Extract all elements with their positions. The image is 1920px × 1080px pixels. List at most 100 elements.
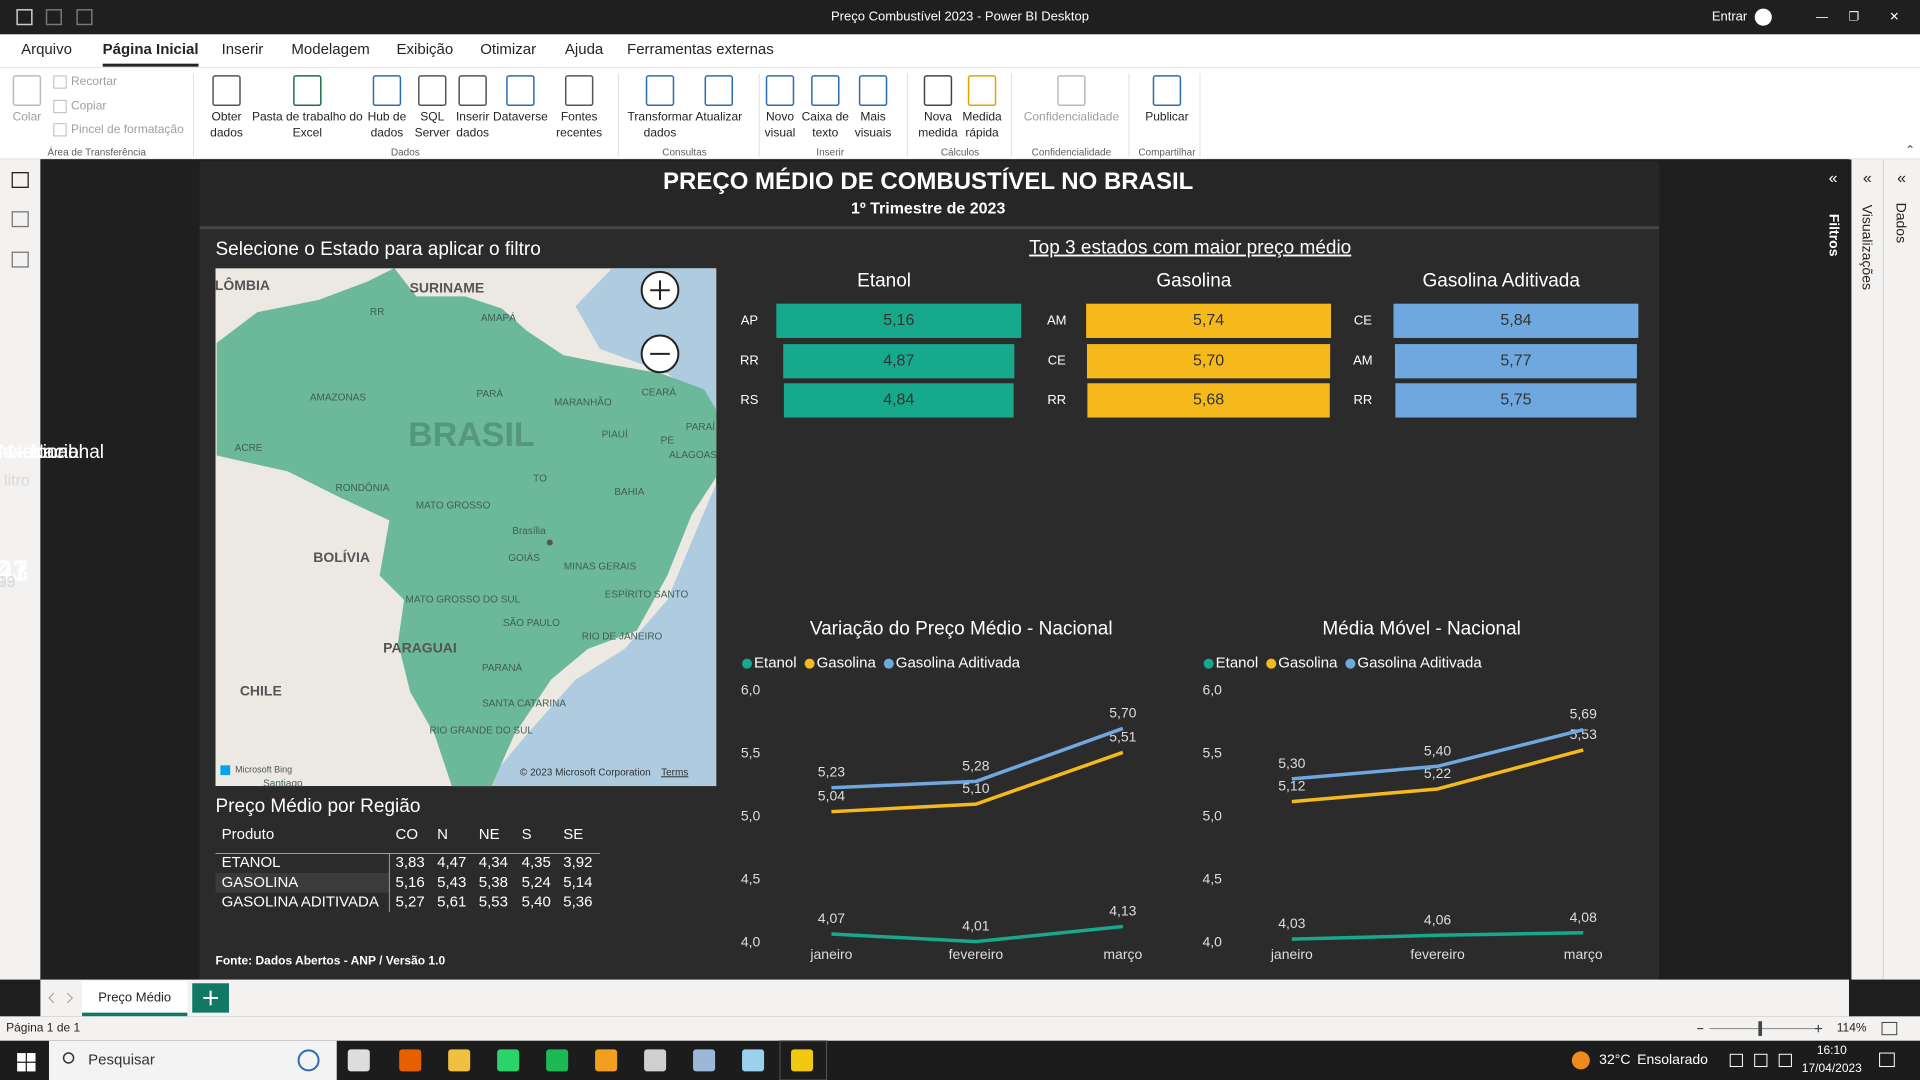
- tray-icon[interactable]: [1754, 1053, 1768, 1068]
- bar[interactable]: [1395, 383, 1637, 418]
- menu-item[interactable]: Arquivo: [21, 41, 72, 58]
- taskbar-app-icon[interactable]: [742, 1049, 765, 1072]
- legend-marker[interactable]: [1266, 658, 1277, 669]
- page-scroll-arrow[interactable]: [48, 992, 55, 1004]
- weather-icon[interactable]: [1571, 1051, 1590, 1070]
- view-icon[interactable]: [11, 172, 29, 188]
- pane-tab[interactable]: Filtros: [1826, 214, 1842, 257]
- search-placeholder[interactable]: Pesquisar: [88, 1051, 155, 1068]
- taskbar-app-icon[interactable]: [347, 1049, 370, 1072]
- map-terms[interactable]: Terms: [661, 767, 688, 778]
- taskbar-app-icon[interactable]: [546, 1049, 569, 1072]
- ribbon-button-label[interactable]: Transformar: [628, 110, 693, 124]
- page-tab[interactable]: [82, 980, 188, 1016]
- ribbon-button-label[interactable]: recentes: [556, 126, 602, 140]
- ribbon-button-label[interactable]: Pasta de trabalho do: [252, 110, 363, 124]
- ribbon-button-label[interactable]: visual: [765, 126, 796, 140]
- ribbon-button-label[interactable]: texto: [812, 126, 838, 140]
- fit-page-icon[interactable]: [1881, 1021, 1898, 1036]
- quick-access-icon[interactable]: [76, 9, 93, 26]
- ribbon-button-label[interactable]: Caixa de: [802, 110, 850, 124]
- clock-time[interactable]: 16:10: [1817, 1043, 1847, 1057]
- notification-icon[interactable]: [1879, 1052, 1895, 1068]
- zoom-thumb[interactable]: [1758, 1021, 1763, 1036]
- taskbar-app-icon[interactable]: [693, 1049, 716, 1072]
- pane-expand[interactable]: «: [1863, 170, 1872, 187]
- account-icon[interactable]: [1754, 8, 1772, 26]
- menu-item[interactable]: Modelagem: [291, 41, 369, 58]
- taskbar-app-icon[interactable]: [644, 1049, 667, 1072]
- legend-label[interactable]: Gasolina: [817, 655, 877, 672]
- clock-date[interactable]: 17/04/2023: [1802, 1061, 1862, 1075]
- ribbon-button-label[interactable]: Recortar: [71, 74, 117, 88]
- legend-label[interactable]: Etanol: [1216, 655, 1259, 672]
- legend-marker[interactable]: [1345, 658, 1356, 669]
- window-control[interactable]: —: [1816, 9, 1828, 23]
- legend-marker[interactable]: [742, 658, 753, 669]
- start-logo[interactable]: [26, 1062, 36, 1072]
- menu-item[interactable]: Otimizar: [480, 41, 536, 58]
- taskbar-app-icon[interactable]: [497, 1049, 520, 1072]
- ribbon-button-label[interactable]: Dataverse: [493, 110, 548, 124]
- ribbon-button-label[interactable]: Colar: [13, 110, 42, 124]
- ribbon-button-label[interactable]: medida: [918, 126, 958, 140]
- bar[interactable]: [783, 383, 1014, 418]
- ribbon-button-label[interactable]: Medida: [962, 110, 1002, 124]
- ribbon-button-label[interactable]: Novo: [766, 110, 794, 124]
- ribbon-button-label[interactable]: dados: [371, 126, 404, 140]
- menu-item[interactable]: Página Inicial: [103, 41, 199, 58]
- ribbon-collapse[interactable]: ⌃: [1905, 143, 1915, 157]
- ribbon-button-label[interactable]: Server: [415, 126, 450, 140]
- status-zoom[interactable]: 114%: [1837, 1021, 1867, 1035]
- legend-label[interactable]: Gasolina Aditivada: [1357, 655, 1482, 672]
- bar[interactable]: [1086, 303, 1332, 338]
- bing-icon[interactable]: [297, 1049, 320, 1072]
- legend-label[interactable]: Gasolina Aditivada: [896, 655, 1021, 672]
- tray-icon[interactable]: [1729, 1053, 1743, 1068]
- bar[interactable]: [1087, 383, 1330, 418]
- menu-item[interactable]: Ferramentas externas: [627, 41, 774, 58]
- window-control[interactable]: ❐: [1848, 9, 1859, 23]
- ribbon-button-label[interactable]: dados: [210, 126, 243, 140]
- menu-item[interactable]: Ajuda: [565, 41, 604, 58]
- menu-item[interactable]: Inserir: [222, 41, 264, 58]
- map[interactable]: LÔMBIA SURINAME AMAPÁ RR AMAZONAS PARÁ MARANHÃ…: [215, 268, 720, 790]
- menu-item[interactable]: Exibição: [397, 41, 454, 58]
- sign-in[interactable]: Entrar: [1712, 9, 1748, 24]
- ribbon-button-label[interactable]: dados: [456, 126, 489, 140]
- legend-label[interactable]: Etanol: [754, 655, 797, 672]
- start-logo[interactable]: [17, 1053, 26, 1062]
- taskbar-app-icon[interactable]: [448, 1049, 471, 1072]
- view-icon[interactable]: [11, 251, 29, 268]
- taskbar-app-icon[interactable]: [791, 1049, 814, 1072]
- bar[interactable]: [776, 303, 1022, 338]
- tray-icon[interactable]: [1778, 1053, 1792, 1068]
- legend-marker[interactable]: [883, 658, 894, 669]
- ribbon-button-label[interactable]: Atualizar: [695, 110, 742, 124]
- ribbon-button-label[interactable]: Nova: [924, 110, 952, 124]
- search-box[interactable]: [48, 1040, 337, 1080]
- pane-tab[interactable]: Visualizações: [1859, 205, 1875, 290]
- legend-label[interactable]: Gasolina: [1278, 655, 1338, 672]
- start-logo[interactable]: [26, 1053, 36, 1062]
- taskbar-app-icon[interactable]: [399, 1049, 422, 1072]
- pane-expand[interactable]: «: [1829, 170, 1838, 187]
- ribbon-button-label[interactable]: Inserir: [456, 110, 489, 124]
- ribbon-button-label[interactable]: Publicar: [1145, 110, 1188, 124]
- quick-access-icon[interactable]: [45, 9, 62, 26]
- ribbon-button-label[interactable]: Fontes: [561, 110, 598, 124]
- quick-access-icon[interactable]: [16, 9, 33, 26]
- ribbon-button-label[interactable]: Pincel de formatação: [71, 122, 184, 136]
- ribbon-button-label[interactable]: Confidencialidade: [1024, 110, 1120, 124]
- page-scroll-arrow[interactable]: [66, 992, 73, 1004]
- ribbon-button-label[interactable]: visuais: [855, 126, 892, 140]
- weather-temp[interactable]: 32°C: [1599, 1051, 1630, 1067]
- ribbon-button-label[interactable]: Hub de: [368, 110, 407, 124]
- ribbon-button-label[interactable]: SQL: [420, 110, 444, 124]
- legend-marker[interactable]: [1203, 658, 1214, 669]
- bar[interactable]: [1394, 344, 1637, 379]
- page-tab-label[interactable]: Preço Médio: [98, 989, 171, 1004]
- view-icon[interactable]: [11, 211, 29, 228]
- start-logo[interactable]: [17, 1062, 26, 1072]
- taskbar-app-icon[interactable]: [595, 1049, 618, 1072]
